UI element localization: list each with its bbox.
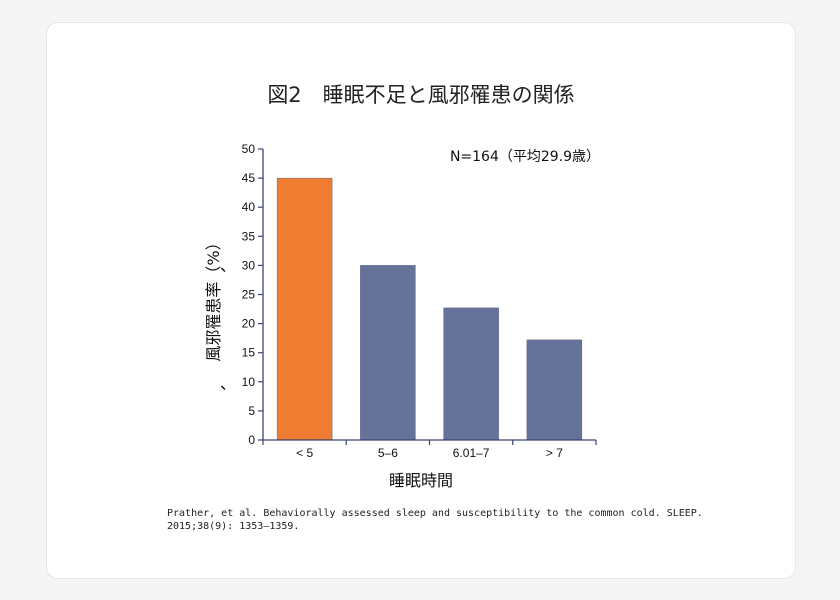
y-tick-label: 25 (242, 288, 256, 302)
bar (276, 177, 333, 441)
bar (526, 339, 583, 441)
x-tick-label: 6.01–7 (453, 446, 490, 460)
chart-annotation: N=164（平均29.9歳） (450, 149, 600, 165)
chart-title: 図2 睡眠不足と風邪罹患の関係 (267, 83, 574, 107)
y-tick-label: 40 (242, 200, 256, 214)
citation: Prather, et al. Behaviorally assessed sl… (167, 508, 703, 532)
y-tick-label: 35 (242, 229, 256, 243)
x-tick-label: < 5 (296, 446, 313, 460)
bars (276, 177, 583, 441)
y-tick-label: 45 (242, 171, 256, 185)
y-axis-title: 風邪罹患率（%） (204, 234, 223, 361)
y-tick-label: 0 (248, 433, 255, 447)
y-tick-label: 5 (248, 404, 255, 418)
x-axis-ticks: < 5 5–6 6.01–7 > 7 (262, 440, 597, 460)
y-axis-title-mark-upper: 、 (220, 256, 236, 275)
y-tick-label: 20 (242, 317, 256, 331)
bar (360, 265, 416, 441)
x-axis-title: 睡眠時間 (389, 471, 453, 490)
y-tick-label: 50 (242, 142, 256, 156)
y-axis-ticks: 0 5 10 15 20 25 30 35 40 45 50 (242, 142, 263, 447)
y-tick-label: 30 (242, 258, 256, 272)
x-tick-label: > 7 (546, 446, 563, 460)
y-tick-label: 10 (242, 375, 256, 389)
slide-card (46, 22, 796, 579)
x-tick-label: 5–6 (378, 446, 398, 460)
bar (443, 307, 499, 441)
y-axis-title-mark-lower: 、 (220, 374, 236, 393)
y-tick-label: 15 (242, 346, 256, 360)
